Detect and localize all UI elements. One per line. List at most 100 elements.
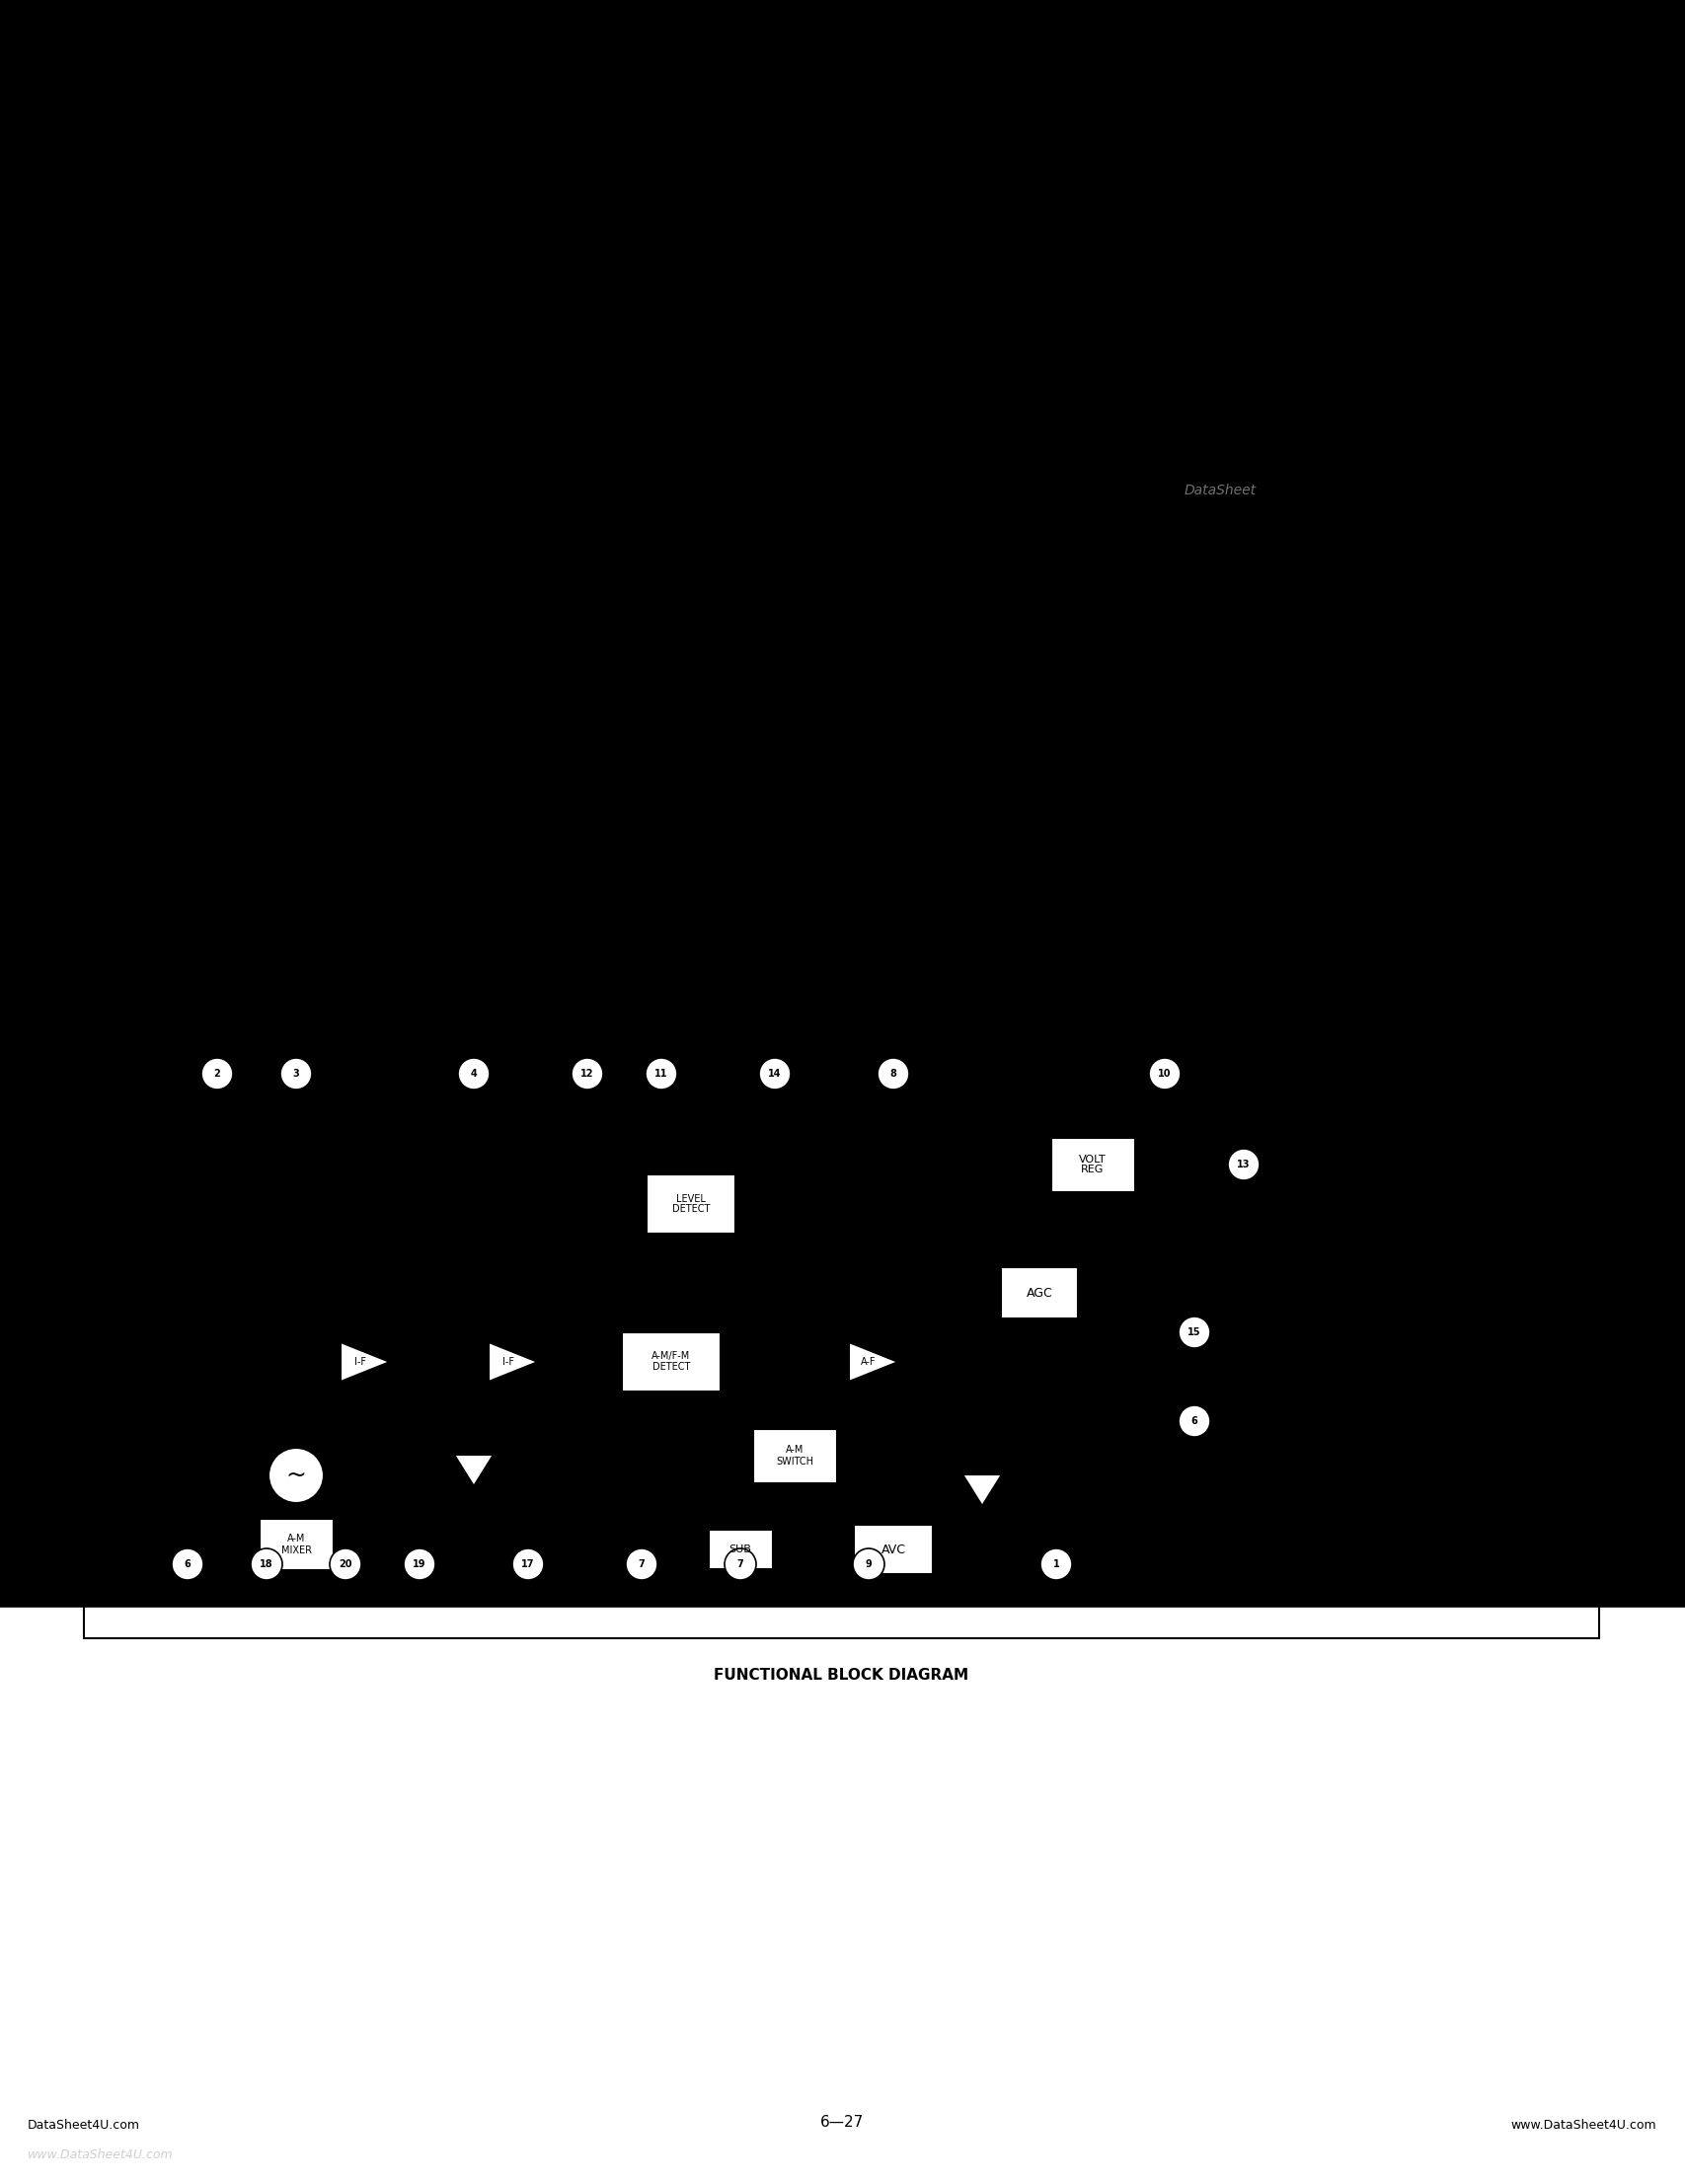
Text: parts count. All F-M I-F functions and all A-M: parts count. All F-M I-F functions and a… xyxy=(67,664,369,677)
Text: 7: 7 xyxy=(736,1559,743,1568)
Text: proved system performance and a minimal external: proved system performance and a minimal … xyxy=(67,644,409,655)
Bar xyxy=(883,498,907,507)
Circle shape xyxy=(758,1057,790,1090)
Text: DECOUPLE: DECOUPLE xyxy=(273,1046,318,1055)
Text: DataSheet4U.com: DataSheet4U.com xyxy=(27,2118,140,2132)
Text: SUB: SUB xyxy=(730,1544,752,1555)
Text: 19: 19 xyxy=(413,1559,426,1568)
Circle shape xyxy=(625,1548,657,1579)
Text: 7: 7 xyxy=(639,1559,645,1568)
Text: A-M MIXER: A-M MIXER xyxy=(398,1583,441,1592)
Text: ~: ~ xyxy=(286,1463,307,1487)
Text: SWITCH: SWITCH xyxy=(775,1457,814,1465)
Circle shape xyxy=(404,1548,435,1579)
Bar xyxy=(1053,443,1073,467)
Text: circuit.: circuit. xyxy=(67,703,115,716)
Text: MIXER: MIXER xyxy=(516,1583,541,1592)
Circle shape xyxy=(280,1057,312,1090)
Text: DELAYED: DELAYED xyxy=(1215,1324,1255,1332)
Text: ULN-2242A/TDA1090: ULN-2242A/TDA1090 xyxy=(1496,17,1656,31)
Polygon shape xyxy=(453,1455,494,1487)
Text: www.DataSheet4U.com: www.DataSheet4U.com xyxy=(1511,2118,1656,2132)
Text: AFC/METER: AFC/METER xyxy=(618,1583,666,1592)
Bar xyxy=(1082,367,1092,380)
Text: A-M: A-M xyxy=(286,1533,305,1544)
Bar xyxy=(945,467,962,489)
Circle shape xyxy=(1178,1317,1210,1348)
Bar xyxy=(935,439,944,452)
Text: 8: 8 xyxy=(890,1068,896,1079)
Text: BIAS: BIAS xyxy=(465,1046,484,1055)
Circle shape xyxy=(1149,1057,1181,1090)
Circle shape xyxy=(878,1057,910,1090)
Bar xyxy=(937,373,957,389)
Circle shape xyxy=(571,1057,603,1090)
Polygon shape xyxy=(340,1343,389,1382)
Text: functions are provided by this monolithic integrated: functions are provided by this monolithi… xyxy=(67,684,411,697)
Bar xyxy=(861,290,1146,544)
Bar xyxy=(1073,422,1097,426)
Text: Meter Drive: Meter Drive xyxy=(89,509,165,522)
Text: GROUND: GROUND xyxy=(849,1592,888,1601)
Text: 11: 11 xyxy=(655,1068,667,1079)
Text: OUT: OUT xyxy=(767,1046,784,1055)
Text: AUDIO: AUDIO xyxy=(1215,1411,1244,1420)
Text: 18: 18 xyxy=(259,1559,273,1568)
Text: A-M/F-M receiver design is possible with Type: A-M/F-M receiver design is possible with… xyxy=(67,605,374,616)
Bar xyxy=(1643,843,1685,943)
Circle shape xyxy=(202,1057,233,1090)
Text: I-F: I-F xyxy=(212,1035,222,1046)
Text: local oscillator radiation.: local oscillator radiation. xyxy=(859,662,1024,675)
Text: OSC: OSC xyxy=(337,1592,354,1601)
Polygon shape xyxy=(962,1474,1003,1507)
Text: The use of an analog multiplier as a balanced: The use of an analog multiplier as a bal… xyxy=(859,583,1161,594)
Text: responses, high tweet rejection, low feedthrough: responses, high tweet rejection, low fee… xyxy=(859,622,1183,636)
Text: GROUND: GROUND xyxy=(168,1592,206,1601)
Text: A-M: A-M xyxy=(337,1583,354,1592)
Bar xyxy=(1013,317,1031,336)
Text: LOW-LEVEL: LOW-LEVEL xyxy=(163,1583,211,1592)
Text: D-C A-M/F-M Switching: D-C A-M/F-M Switching xyxy=(89,360,238,373)
Bar xyxy=(259,1518,334,1570)
Text: low-current mixer results in freedom from spurious: low-current mixer results in freedom fro… xyxy=(859,603,1200,616)
Text: S: S xyxy=(67,583,89,614)
Text: 1: 1 xyxy=(1053,1559,1060,1568)
Text: 10: 10 xyxy=(1158,1068,1171,1079)
Circle shape xyxy=(1178,1404,1210,1437)
Bar xyxy=(890,454,913,463)
Bar xyxy=(880,345,895,356)
Circle shape xyxy=(725,1548,757,1579)
Text: LEVEL: LEVEL xyxy=(676,1195,706,1203)
Text: SUB: SUB xyxy=(731,1583,748,1592)
Text: 6: 6 xyxy=(1651,876,1677,911)
Text: AVC: AVC xyxy=(881,1544,905,1555)
Text: BIAS: BIAS xyxy=(519,1592,538,1601)
Text: REG: REG xyxy=(1082,1164,1104,1175)
Text: www.DataSheet4U.com: www.DataSheet4U.com xyxy=(27,20,182,33)
Bar xyxy=(84,996,1599,1638)
Text: 6—27: 6—27 xyxy=(821,2114,864,2129)
Text: OUT: OUT xyxy=(411,1592,428,1601)
Bar xyxy=(1090,406,1124,419)
Polygon shape xyxy=(489,1343,538,1382)
Text: I-F: I-F xyxy=(354,1356,366,1367)
Text: (I-F rejection), and low noise, as well as very low: (I-F rejection), and low noise, as well … xyxy=(859,642,1183,655)
Bar xyxy=(1046,358,1065,376)
Bar xyxy=(1095,339,1115,354)
Text: ULN-2242A/TDA1090: ULN-2242A/TDA1090 xyxy=(602,153,1082,194)
Bar xyxy=(868,297,1137,535)
Text: HIGH-LEVEL: HIGH-LEVEL xyxy=(844,1583,893,1592)
Bar xyxy=(708,1529,772,1568)
Text: DETECT: DETECT xyxy=(652,1363,691,1372)
Bar xyxy=(920,472,927,478)
Text: 20: 20 xyxy=(339,1559,352,1568)
Bar xyxy=(854,1524,933,1575)
Bar xyxy=(1001,1267,1078,1319)
Polygon shape xyxy=(849,1343,898,1382)
Bar xyxy=(989,502,1023,513)
Text: Sheet4U: Sheet4U xyxy=(1077,642,1146,660)
Circle shape xyxy=(512,1548,544,1579)
Text: MIXER: MIXER xyxy=(281,1544,312,1555)
Text: DECOUPLE: DECOUPLE xyxy=(1035,1592,1078,1601)
Text: DETECT: DETECT xyxy=(758,1035,792,1046)
